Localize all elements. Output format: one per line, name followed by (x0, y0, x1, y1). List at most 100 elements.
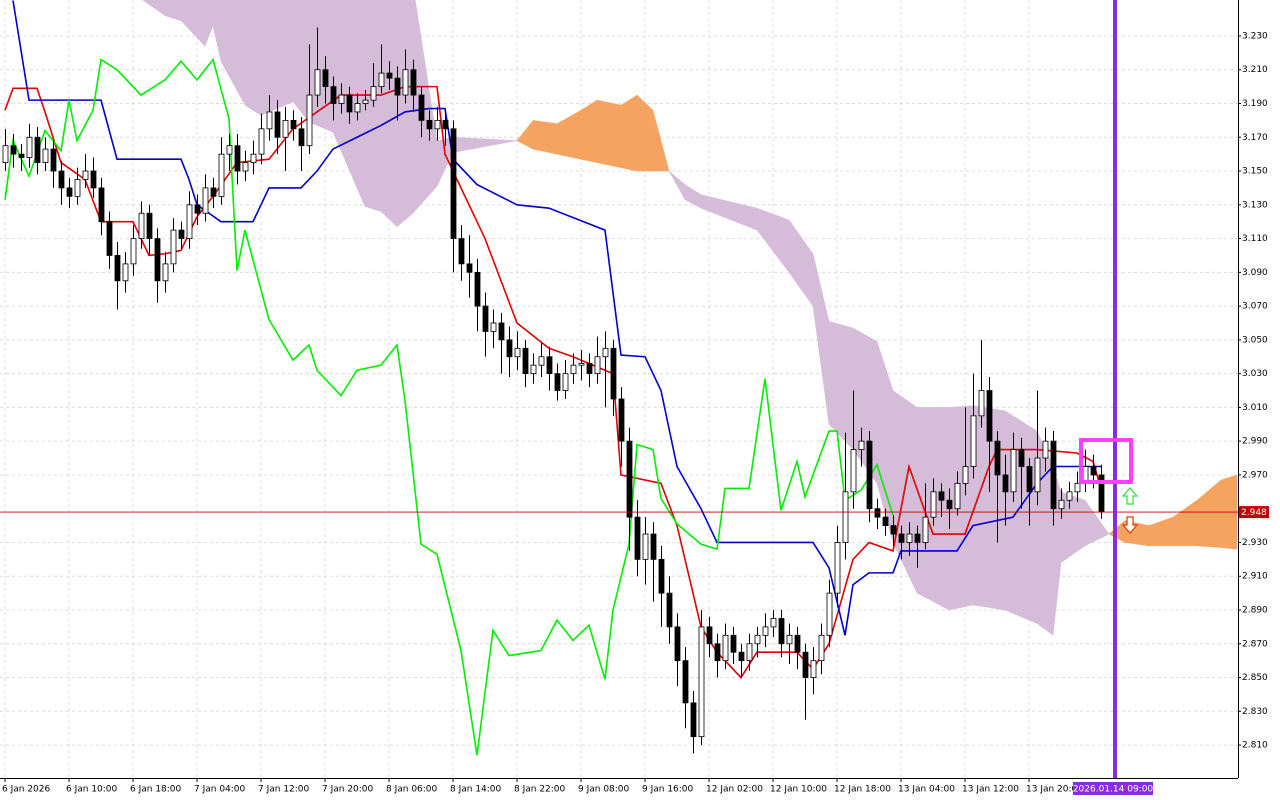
cloud-segment (204, 0, 214, 47)
candle-body (418, 94, 425, 121)
cloud-segment (380, 0, 398, 228)
candle-body (538, 356, 545, 366)
candle-body (738, 651, 745, 662)
candle-body (18, 153, 25, 158)
candle-body (634, 516, 641, 560)
candle-body (1050, 440, 1057, 510)
candle-body (362, 99, 369, 104)
y-tick-label: 3.130 (1242, 200, 1268, 210)
candle-body (978, 390, 985, 417)
candle-body (682, 660, 689, 704)
candle-body (610, 347, 617, 400)
candle-body (594, 356, 601, 375)
candle-body (514, 347, 521, 358)
candle-body (946, 499, 953, 510)
y-tick-label: 2.930 (1242, 538, 1268, 548)
candle-body (274, 111, 281, 138)
cloud-segment (580, 99, 598, 163)
candle-body (490, 322, 497, 332)
candle-body (746, 643, 753, 662)
candle-body (426, 119, 433, 130)
candle-body (1010, 449, 1017, 493)
candle-body (282, 119, 289, 138)
cloud-segment (244, 0, 262, 116)
cloud-segment (180, 0, 206, 47)
candle-body (146, 212, 153, 239)
y-tick-label: 2.810 (1242, 741, 1268, 751)
candle-body (298, 128, 305, 147)
candle-body (842, 491, 849, 543)
candle-body (82, 170, 89, 180)
x-tick-label: 12 Jan 02:00 (706, 785, 763, 795)
candle-body (554, 373, 561, 391)
candle-body (26, 136, 33, 158)
candle-body (386, 72, 393, 79)
cloud-segment (532, 120, 558, 155)
candle-body (938, 491, 945, 501)
candle-body (818, 634, 825, 662)
cloud-segment (1084, 499, 1110, 547)
candle-body (770, 618, 777, 628)
candle-body (754, 634, 761, 645)
y-tick-label: 3.010 (1242, 403, 1268, 413)
candle-body (722, 634, 729, 662)
candle-body (66, 187, 73, 197)
y-tick-label: 3.030 (1242, 369, 1268, 379)
candle-body (162, 263, 169, 282)
candle-body (802, 651, 809, 678)
y-tick-label: 2.890 (1242, 606, 1268, 616)
candle-body (562, 373, 569, 391)
price-label-box (1239, 506, 1269, 519)
buy-arrow (1121, 487, 1139, 505)
candle-body (586, 363, 593, 375)
candle-body (1090, 466, 1097, 476)
candle-body (786, 634, 793, 645)
candle-body (442, 119, 449, 130)
candle-body (522, 347, 529, 375)
sell-arrow (1121, 516, 1139, 534)
cloud-segment (652, 110, 670, 172)
y-tick-label: 3.090 (1242, 268, 1268, 278)
candle-body (826, 592, 833, 636)
y-tick-label: 2.870 (1242, 639, 1268, 649)
cloud-segment (220, 0, 246, 106)
candle-body (530, 364, 537, 375)
x-tick-label: 8 Jan 06:00 (386, 785, 438, 795)
candle-body (314, 69, 321, 96)
cloud-segment (164, 0, 182, 22)
candle-body (578, 363, 585, 366)
x-tick-label: 6 Jan 2026 (2, 785, 50, 795)
candle-body (50, 148, 57, 172)
x-tick-label: 13 Jan 20:00 (1026, 785, 1083, 795)
candle-body (810, 660, 817, 678)
x-tick-label: 13 Jan 12:00 (962, 785, 1019, 795)
candle-body (858, 440, 865, 451)
candle-body (602, 347, 609, 358)
candle-body (850, 449, 857, 493)
candle-body (666, 592, 673, 628)
candle-body (922, 516, 929, 543)
indicator-line (12, 0, 1101, 636)
time-label-box (1073, 782, 1153, 795)
candle-body (10, 145, 17, 155)
candle-body (546, 356, 553, 375)
candle-body (1066, 491, 1073, 501)
x-tick-label: 9 Jan 08:00 (578, 785, 630, 795)
candle-body (994, 440, 1001, 476)
candle-body (1074, 482, 1081, 493)
y-tick-label: 3.110 (1242, 234, 1268, 244)
candle-body (450, 128, 457, 239)
x-tick-label: 6 Jan 10:00 (66, 785, 118, 795)
candle-body (954, 482, 961, 510)
candle-body (322, 69, 329, 88)
candle-body (186, 204, 193, 239)
candle-body (434, 119, 441, 130)
x-tick-label: 7 Jan 12:00 (258, 785, 310, 795)
candle-body (498, 322, 505, 341)
x-tick-label: 7 Jan 20:00 (322, 785, 374, 795)
candle-body (1042, 440, 1049, 459)
candle-body (178, 229, 185, 239)
candle-body (202, 187, 209, 214)
candle-body (1018, 449, 1025, 467)
